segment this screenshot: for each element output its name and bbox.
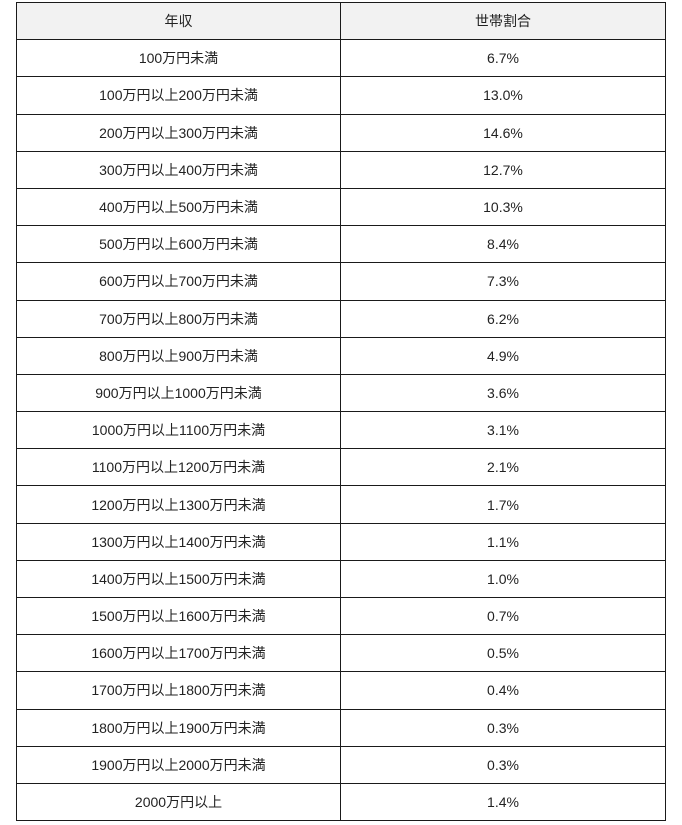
income-cell: 800万円以上900万円未満: [16, 336, 341, 375]
table-row: 200万円以上300万円未満 14.6%: [16, 113, 666, 152]
household-share-cell: 7.3%: [340, 262, 666, 301]
table-row: 1600万円以上1700万円未満 0.5%: [16, 634, 666, 673]
household-share-cell: 4.9%: [340, 336, 666, 375]
table-row: 100万円未満 6.7%: [16, 39, 666, 78]
income-cell: 1100万円以上1200万円未満: [16, 448, 341, 487]
income-cell: 1200万円以上1300万円未満: [16, 485, 341, 524]
table-row: 1200万円以上1300万円未満 1.7%: [16, 485, 666, 524]
household-share-cell: 13.0%: [340, 76, 666, 115]
table-row: 300万円以上400万円未満 12.7%: [16, 150, 666, 189]
income-cell: 100万円以上200万円未満: [16, 76, 341, 115]
income-cell: 600万円以上700万円未満: [16, 262, 341, 301]
income-cell: 1000万円以上1100万円未満: [16, 411, 341, 450]
household-share-cell: 1.4%: [340, 782, 666, 822]
household-share-cell: 3.6%: [340, 373, 666, 413]
income-cell: 200万円以上300万円未満: [16, 113, 341, 152]
table-row: 100万円以上200万円未満 13.0%: [16, 76, 666, 115]
household-share-cell: 6.2%: [340, 299, 666, 338]
table-row: 2000万円以上 1.4%: [16, 782, 666, 822]
table-row: 1700万円以上1800万円未満 0.4%: [16, 671, 666, 710]
household-share-cell: 0.5%: [340, 634, 666, 673]
table-row: 1500万円以上1600万円未満 0.7%: [16, 596, 666, 636]
table-row: 700万円以上800万円未満 6.2%: [16, 299, 666, 338]
household-share-cell: 2.1%: [340, 448, 666, 487]
income-cell: 1800万円以上1900万円未満: [16, 708, 341, 747]
table-row: 1000万円以上1100万円未満 3.1%: [16, 411, 666, 450]
table-row: 1400万円以上1500万円未満 1.0%: [16, 559, 666, 599]
household-share-cell: 14.6%: [340, 113, 666, 152]
income-cell: 1900万円以上2000万円未満: [16, 745, 341, 784]
household-share-cell: 8.4%: [340, 225, 666, 264]
income-cell: 1600万円以上1700万円未満: [16, 634, 341, 673]
household-share-cell: 1.0%: [340, 559, 666, 599]
household-share-cell: 12.7%: [340, 150, 666, 189]
income-cell: 2000万円以上: [16, 782, 341, 822]
income-cell: 100万円未満: [16, 39, 341, 78]
income-cell: 1700万円以上1800万円未満: [16, 671, 341, 710]
household-share-cell: 6.7%: [340, 39, 666, 78]
income-cell: 300万円以上400万円未満: [16, 150, 341, 189]
income-distribution-table: 年収 世帯割合 100万円未満 6.7% 100万円以上200万円未満 13.0% 20…: [16, 1, 666, 822]
household-share-cell: 1.1%: [340, 522, 666, 561]
table-row: 1800万円以上1900万円未満 0.3%: [16, 708, 666, 747]
household-share-cell: 1.7%: [340, 485, 666, 524]
table-row: 1900万円以上2000万円未満 0.3%: [16, 745, 666, 784]
table-row: 400万円以上500万円未満 10.3%: [16, 187, 666, 227]
income-cell: 1300万円以上1400万円未満: [16, 522, 341, 561]
household-share-cell: 0.7%: [340, 596, 666, 636]
header-household-share: 世帯割合: [340, 1, 666, 41]
table-row: 800万円以上900万円未満 4.9%: [16, 336, 666, 375]
table-row: 1100万円以上1200万円未満 2.1%: [16, 448, 666, 487]
household-share-cell: 0.4%: [340, 671, 666, 710]
table-header-row: 年収 世帯割合: [16, 1, 666, 41]
table-row: 500万円以上600万円未満 8.4%: [16, 225, 666, 264]
household-share-cell: 0.3%: [340, 708, 666, 747]
income-cell: 500万円以上600万円未満: [16, 225, 341, 264]
table-row: 1300万円以上1400万円未満 1.1%: [16, 522, 666, 561]
income-cell: 900万円以上1000万円未満: [16, 373, 341, 413]
header-income: 年収: [16, 1, 341, 41]
household-share-cell: 0.3%: [340, 745, 666, 784]
table-row: 900万円以上1000万円未満 3.6%: [16, 373, 666, 413]
household-share-cell: 3.1%: [340, 411, 666, 450]
household-share-cell: 10.3%: [340, 187, 666, 227]
income-cell: 1400万円以上1500万円未満: [16, 559, 341, 599]
income-cell: 700万円以上800万円未満: [16, 299, 341, 338]
income-cell: 400万円以上500万円未満: [16, 187, 341, 227]
income-cell: 1500万円以上1600万円未満: [16, 596, 341, 636]
table-row: 600万円以上700万円未満 7.3%: [16, 262, 666, 301]
